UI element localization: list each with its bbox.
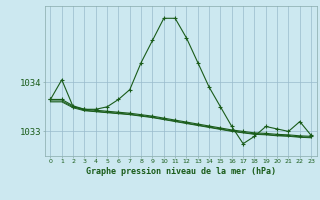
X-axis label: Graphe pression niveau de la mer (hPa): Graphe pression niveau de la mer (hPa) bbox=[86, 167, 276, 176]
